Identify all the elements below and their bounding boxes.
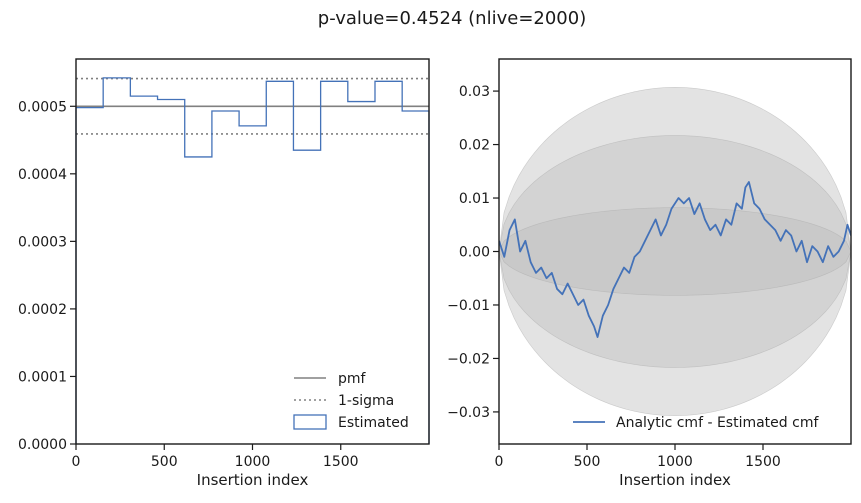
legend: pmf 1-sigma Estimated [293, 371, 409, 431]
x-tick-label: 1000 [235, 454, 271, 470]
y-tick-label: 0.01 [459, 191, 490, 207]
x-axis-label: Insertion index [197, 471, 309, 489]
legend-estimated-label: Estimated [338, 415, 409, 431]
x-axis-label: Insertion index [619, 471, 731, 489]
legend-cmf-label: Analytic cmf - Estimated cmf [616, 415, 819, 431]
left-plot-pmf: 0 500 1000 1500 0.0000 0.0001 0.0002 0.0003 0.00… [18, 58, 430, 489]
y-tick-label: −0.02 [447, 351, 490, 367]
legend-sigma-label: 1-sigma [338, 393, 394, 409]
y-tick-label: 0.0000 [18, 437, 67, 453]
y-tick-label: 0.02 [459, 138, 490, 154]
y-tick-label: −0.03 [447, 405, 490, 421]
x-tick-label: 500 [574, 454, 601, 470]
x-tick-label: 0 [72, 454, 81, 470]
y-tick-label: 0.0001 [18, 369, 67, 385]
x-tick-label: 500 [151, 454, 178, 470]
sigma-band-3 [499, 87, 851, 416]
estimated-histogram [75, 77, 430, 444]
x-tick-label: 1000 [657, 454, 693, 470]
figure-title: p-value=0.4524 (nlive=2000) [318, 8, 586, 29]
y-tick-label: 0.0004 [18, 167, 67, 183]
legend-pmf-label: pmf [338, 371, 367, 387]
right-plot-cmf-difference: 0 500 1000 1500 −0.03 −0.02 −0.01 0.00 0.01 0.02 0… [447, 58, 852, 489]
legend: Analytic cmf - Estimated cmf [573, 415, 819, 431]
legend-estimated-swatch [293, 414, 327, 430]
y-tick-label: −0.01 [447, 298, 490, 314]
y-tick-label: 0.0003 [18, 234, 67, 250]
x-tick-label: 1500 [745, 454, 781, 470]
y-tick-label: 0.0005 [18, 99, 67, 115]
x-tick-label: 0 [495, 454, 504, 470]
cmf-difference-line [499, 181, 851, 338]
sigma-band-1 [499, 207, 851, 296]
y-tick-label: 0.03 [459, 84, 490, 100]
y-tick-label: 0.00 [459, 245, 490, 261]
axes-frame [75, 58, 430, 445]
y-tick-label: 0.0002 [18, 302, 67, 318]
x-tick-label: 1500 [323, 454, 359, 470]
